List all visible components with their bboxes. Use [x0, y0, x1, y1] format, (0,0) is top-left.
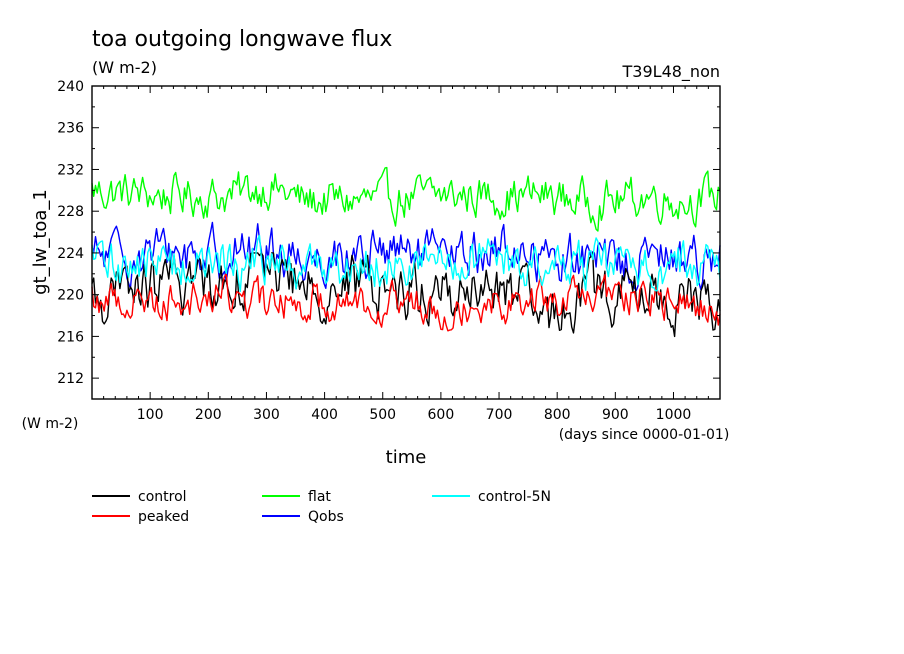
y-tick-label: 212 [57, 371, 84, 387]
x-tick-label: 1000 [656, 407, 692, 423]
series-line-flat [91, 166, 721, 232]
y-tick-label: 224 [57, 246, 84, 262]
x-tick-label: 400 [311, 407, 338, 423]
x-tick-label: 700 [486, 407, 513, 423]
legend: control peaked flat Qobs control-5N [92, 489, 551, 525]
x-tick-label: 500 [369, 407, 396, 423]
x-tick-label: 100 [137, 407, 164, 423]
y-tick-label: 228 [57, 204, 84, 220]
x-tick-label: 300 [253, 407, 280, 423]
legend-label-control-5n: control-5N [478, 489, 551, 505]
y-tick-label: 232 [57, 162, 84, 178]
y-axis-label: gt_lw_toa_1 [30, 189, 51, 295]
chart-units: (W m-2) [92, 58, 157, 77]
x-axis-units: (days since 0000-01-01) [559, 427, 730, 443]
legend-label-control: control [138, 489, 187, 505]
legend-label-flat: flat [308, 489, 331, 505]
x-tick-label: 200 [195, 407, 222, 423]
tick-layer: 100 200 300 400 500 600 700 800 900 1000 212 216 220… [57, 79, 720, 423]
y-axis-units: (W m-2) [22, 416, 79, 432]
chart-title: toa outgoing longwave flux [92, 27, 392, 52]
legend-label-peaked: peaked [138, 509, 189, 525]
x-tick-label: 900 [602, 407, 629, 423]
series-line-control [91, 252, 721, 338]
y-tick-label: 216 [57, 329, 84, 345]
x-axis-label: time [386, 447, 427, 468]
y-tick-label: 236 [57, 121, 84, 137]
x-tick-label: 800 [544, 407, 571, 423]
plot-frame [91, 85, 721, 400]
y-tick-label: 240 [57, 79, 84, 95]
series-line-control-5n [91, 234, 721, 293]
series-line-peaked [91, 272, 721, 332]
y-tick-label: 220 [57, 288, 84, 304]
run-label: T39L48_non [622, 62, 720, 82]
x-tick-label: 600 [428, 407, 455, 423]
series-layer [91, 166, 721, 338]
legend-label-qobs: Qobs [308, 509, 344, 525]
